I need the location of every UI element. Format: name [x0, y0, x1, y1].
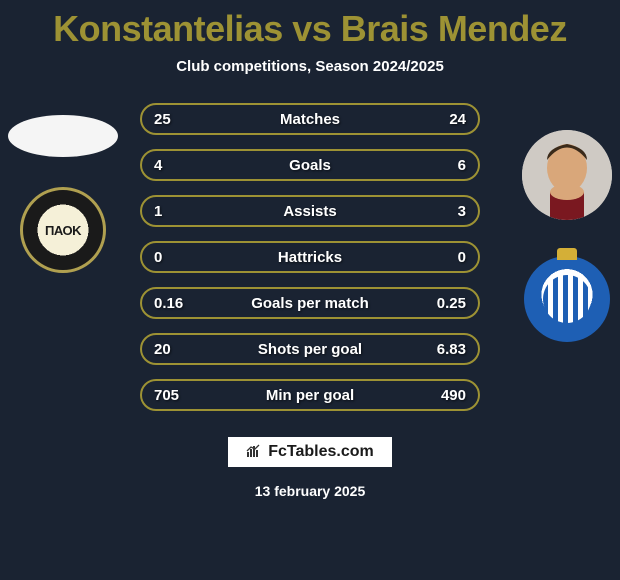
- stat-right-value: 6.83: [426, 341, 466, 358]
- stat-row: 1 Assists 3: [140, 195, 480, 227]
- page-subtitle: Club competitions, Season 2024/2025: [176, 58, 444, 75]
- stat-row: 4 Goals 6: [140, 149, 480, 181]
- stats-table: 25 Matches 24 4 Goals 6 1 Assists 3 0 Ha…: [140, 103, 480, 411]
- club-badge-right: [524, 256, 610, 342]
- stat-label: Matches: [280, 111, 340, 128]
- stat-label: Shots per goal: [258, 341, 362, 358]
- date-text: 13 february 2025: [255, 483, 366, 499]
- stat-left-value: 0.16: [154, 295, 194, 312]
- stat-right-value: 24: [426, 111, 466, 128]
- club-badge-left: ΠΑΟΚ: [20, 187, 106, 273]
- stat-left-value: 4: [154, 157, 194, 174]
- avatar-placeholder-icon: [522, 130, 612, 220]
- sociedad-stripes-icon: [543, 275, 591, 323]
- stat-right-value: 6: [426, 157, 466, 174]
- stat-right-value: 3: [426, 203, 466, 220]
- stat-row: 0 Hattricks 0: [140, 241, 480, 273]
- stat-label: Min per goal: [266, 387, 354, 404]
- stat-right-value: 0.25: [426, 295, 466, 312]
- chart-icon: [246, 444, 262, 461]
- stat-row: 705 Min per goal 490: [140, 379, 480, 411]
- stat-left-value: 0: [154, 249, 194, 266]
- left-player-column: ΠΑΟΚ: [8, 115, 118, 273]
- stat-left-value: 705: [154, 387, 194, 404]
- right-player-column: [522, 130, 612, 342]
- player-left-avatar: [8, 115, 118, 157]
- stat-left-value: 1: [154, 203, 194, 220]
- paok-badge-text: ΠΑΟΚ: [45, 223, 81, 238]
- brand-badge: FcTables.com: [226, 435, 394, 469]
- player-right-avatar: [522, 130, 612, 220]
- stat-row: 20 Shots per goal 6.83: [140, 333, 480, 365]
- stat-left-value: 20: [154, 341, 194, 358]
- stat-label: Goals: [289, 157, 331, 174]
- stat-row: 25 Matches 24: [140, 103, 480, 135]
- stat-label: Goals per match: [251, 295, 369, 312]
- brand-text: FcTables.com: [268, 443, 374, 461]
- stat-label: Hattricks: [278, 249, 342, 266]
- stat-right-value: 490: [426, 387, 466, 404]
- stat-label: Assists: [283, 203, 336, 220]
- page-title: Konstantelias vs Brais Mendez: [53, 8, 567, 50]
- stat-left-value: 25: [154, 111, 194, 128]
- stat-row: 0.16 Goals per match 0.25: [140, 287, 480, 319]
- stat-right-value: 0: [426, 249, 466, 266]
